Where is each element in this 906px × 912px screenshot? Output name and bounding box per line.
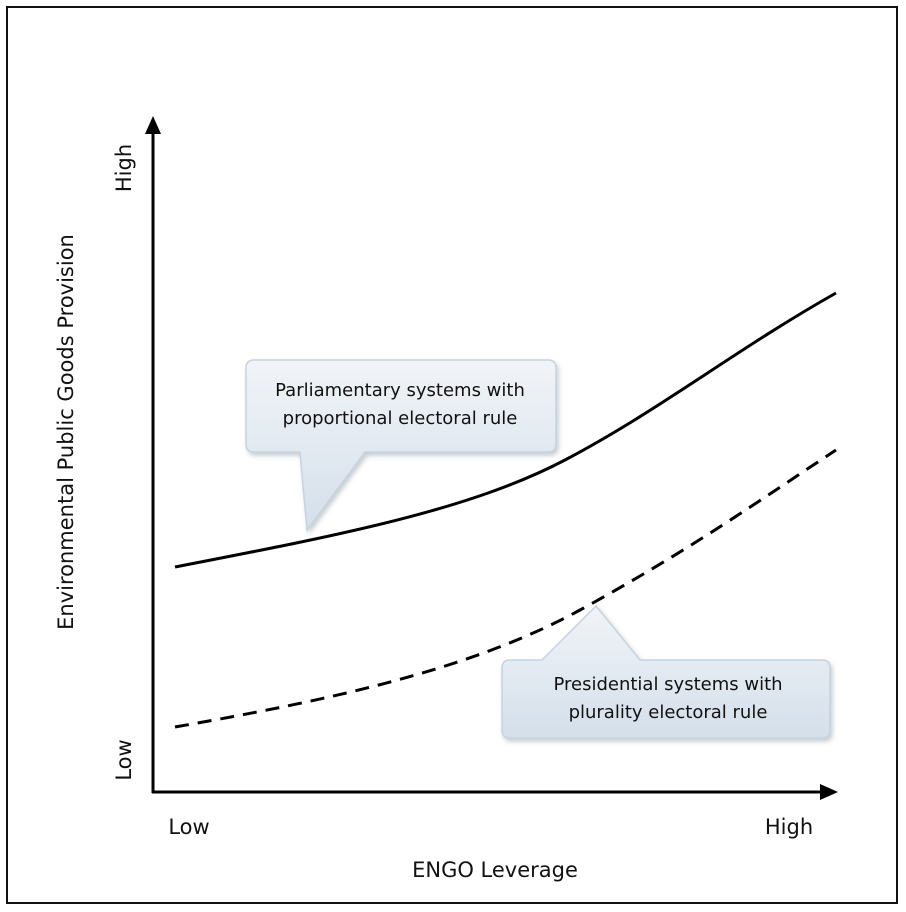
parliamentary-callout-line-1: Parliamentary systems with [275,380,525,401]
y-axis-title: Environmental Public Goods Provision [54,234,78,630]
x-axis-arrowhead [820,784,838,800]
parliamentary-curve [174,291,837,569]
x-axis-high-label: High [765,815,813,839]
x-axis-low-label: Low [168,815,209,839]
y-axis-arrowhead [145,116,161,134]
y-axis-low-label: Low [112,739,136,780]
parliamentary-callout [245,359,557,533]
y-axis-high-label: High [112,144,136,192]
presidential-callout-line-2: plurality electoral rule [569,702,768,723]
figure-frame [6,6,898,904]
presidential-curve [174,448,837,729]
x-axis-title: ENGO Leverage [412,858,578,882]
parliamentary-callout-line-2: proportional electoral rule [283,408,518,429]
presidential-callout-line-1: Presidential systems with [553,674,782,695]
presidential-callout [501,604,831,739]
